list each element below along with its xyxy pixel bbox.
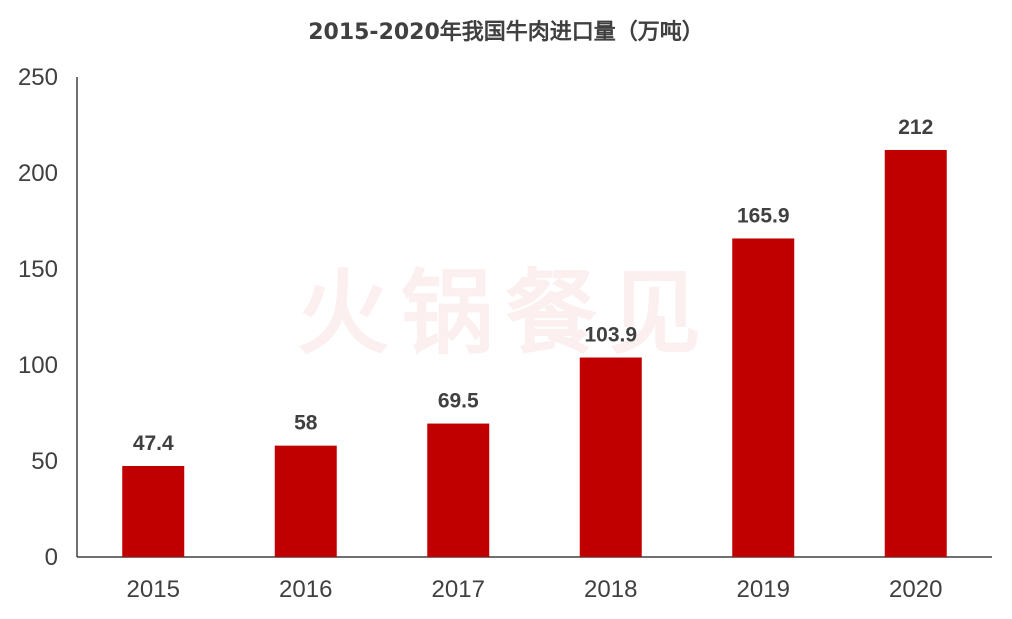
y-tick-label: 0 <box>45 544 58 571</box>
x-tick-label: 2019 <box>737 576 790 603</box>
bar-2018 <box>579 357 642 557</box>
bar-2019 <box>732 238 795 558</box>
watermark: 火锅餐见 <box>297 260 713 367</box>
x-tick-label: 2016 <box>279 576 332 603</box>
y-axis-ticks: 0 50 100 150 200 250 <box>18 64 58 571</box>
chart-title: 2015-2020年我国牛肉进口量（万吨） <box>308 19 704 45</box>
y-tick-label: 200 <box>18 160 58 187</box>
x-tick-label: 2015 <box>127 576 180 603</box>
data-label: 103.9 <box>584 324 637 347</box>
data-label: 47.4 <box>133 432 174 455</box>
bar-2020 <box>884 149 947 557</box>
bars <box>122 149 947 558</box>
data-labels: 47.4 58 69.5 103.9 165.9 212 <box>133 116 933 455</box>
x-tick-label: 2020 <box>889 576 942 603</box>
bar-2017 <box>427 423 490 557</box>
bar-2016 <box>274 445 337 557</box>
x-axis-ticks: 2015 2016 2017 2018 2019 2020 <box>127 576 943 603</box>
y-tick-label: 100 <box>18 352 58 379</box>
data-label: 212 <box>898 116 933 139</box>
y-tick-label: 150 <box>18 256 58 283</box>
y-tick-label: 50 <box>31 448 58 475</box>
x-tick-label: 2017 <box>432 576 485 603</box>
x-tick-label: 2018 <box>584 576 637 603</box>
y-tick-label: 250 <box>18 64 58 91</box>
data-label: 58 <box>294 412 318 435</box>
data-label: 165.9 <box>737 204 790 227</box>
data-label: 69.5 <box>438 390 479 413</box>
bar-2015 <box>122 465 185 557</box>
